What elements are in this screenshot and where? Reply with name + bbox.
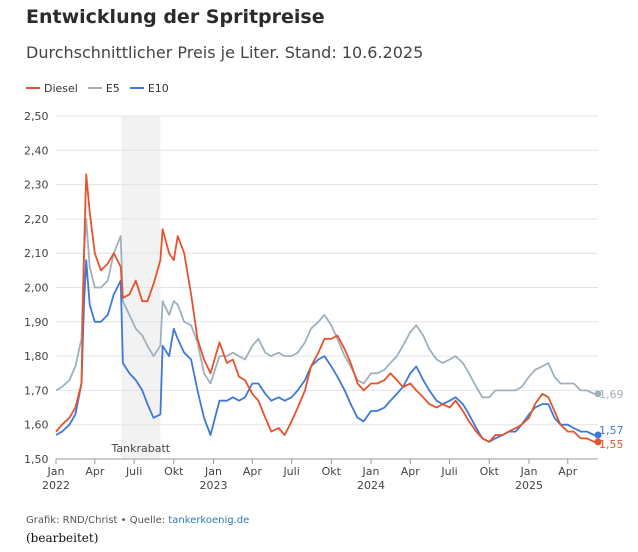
x-tick-label: Jan bbox=[519, 465, 537, 478]
y-tick-label: 2,20 bbox=[24, 213, 49, 226]
y-tick-label: 1,60 bbox=[24, 419, 49, 432]
end-label-e10: 1,57 bbox=[599, 424, 624, 437]
y-tick-label: 1,70 bbox=[24, 384, 49, 397]
y-tick-label: 2,00 bbox=[24, 282, 49, 295]
series-line-diesel bbox=[55, 173, 598, 443]
x-tick-label: Okt bbox=[480, 465, 500, 478]
y-tick-label: 2,10 bbox=[24, 247, 49, 260]
x-tick-label: Apr bbox=[243, 465, 263, 478]
y-tick-label: 1,50 bbox=[24, 453, 49, 466]
x-tick-year-label: 2022 bbox=[42, 479, 70, 492]
edited-note: (bearbeitet) bbox=[26, 531, 99, 545]
legend-swatch-e10 bbox=[129, 87, 144, 89]
x-tick-label: Apr bbox=[85, 465, 105, 478]
x-tick-label: Jan bbox=[47, 465, 65, 478]
y-tick-label: 2,30 bbox=[24, 179, 49, 192]
series-line-e5 bbox=[55, 218, 598, 399]
end-point-e5 bbox=[594, 390, 602, 398]
legend-item-e10: E10 bbox=[129, 81, 169, 95]
legend-label-e5: E5 bbox=[105, 81, 120, 95]
legend-item-diesel: Diesel bbox=[26, 82, 78, 95]
chart-subtitle: Durchschnittlicher Preis je Liter. Stand… bbox=[26, 43, 424, 62]
x-tick-label: Apr bbox=[401, 465, 421, 478]
footer-source: Grafik: RND/Christ • Quelle: tankerkoeni… bbox=[26, 515, 249, 526]
x-tick-label: Jan bbox=[204, 465, 222, 478]
end-point-diesel bbox=[594, 438, 602, 446]
footer-source-text: Grafik: RND/Christ • Quelle: bbox=[26, 515, 169, 526]
legend-item-e5: E5 bbox=[87, 81, 120, 95]
legend-label-diesel: Diesel bbox=[44, 81, 78, 95]
end-point-e10 bbox=[594, 431, 602, 439]
x-tick-year-label: 2023 bbox=[200, 479, 228, 492]
y-tick-label: 1,90 bbox=[24, 316, 49, 329]
legend-label-e10: E10 bbox=[147, 81, 169, 95]
x-tick-label: Apr bbox=[558, 465, 578, 478]
x-tick-label: Okt bbox=[322, 465, 342, 478]
end-label-e5: 1,69 bbox=[599, 388, 624, 401]
line-chart: 2,50 2,40 2,30 2,20 2,10 2,00 1,90 1,80 1,70 1,60… bbox=[24, 110, 624, 492]
legend-swatch-diesel bbox=[26, 87, 40, 89]
y-tick-label: 2,50 bbox=[24, 110, 49, 123]
end-label-diesel: 1,55 bbox=[599, 438, 624, 451]
y-tick-label: 2,40 bbox=[24, 144, 49, 157]
x-tick-label: Juli bbox=[282, 465, 299, 478]
source-link[interactable]: tankerkoenig.de bbox=[168, 515, 250, 526]
legend: Diesel E5 E10 bbox=[26, 80, 179, 96]
x-tick-year-label: 2024 bbox=[357, 479, 385, 492]
x-tick-label: Jan bbox=[362, 465, 380, 478]
tankrabatt-label: Tankrabatt bbox=[110, 442, 170, 455]
legend-swatch-e5 bbox=[87, 87, 102, 89]
y-tick-label: 1,80 bbox=[24, 350, 49, 363]
x-tick-label: Okt bbox=[164, 465, 184, 478]
chart-title: Entwicklung der Spritpreise bbox=[26, 6, 325, 28]
x-tick-year-label: 2025 bbox=[515, 479, 543, 492]
x-tick-label: Juli bbox=[125, 465, 142, 478]
x-tick-label: Juli bbox=[440, 465, 457, 478]
